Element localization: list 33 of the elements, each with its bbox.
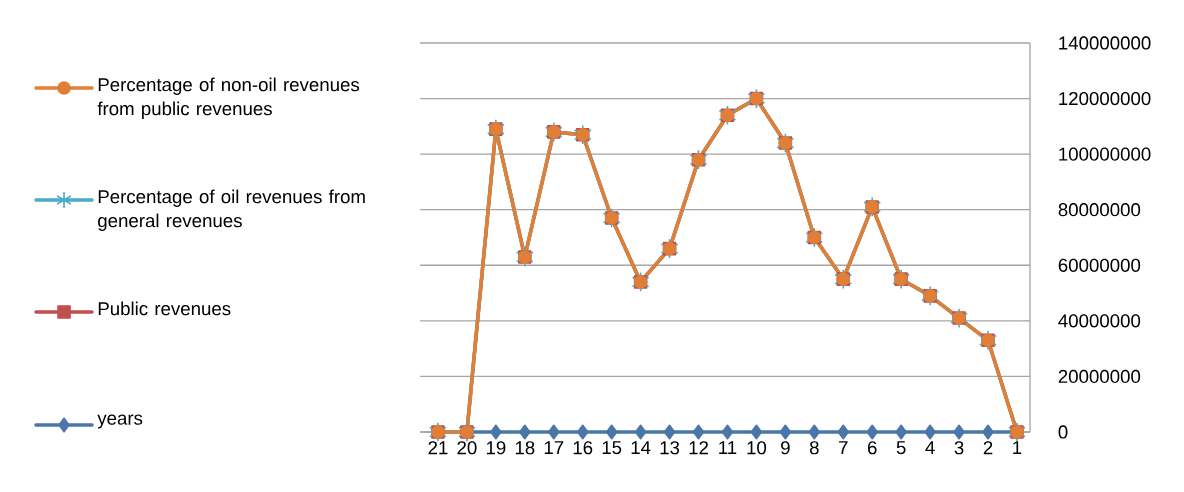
y-tick-label: 140000000 xyxy=(1059,36,1151,50)
legend-label: Public revenues xyxy=(98,301,231,316)
y-tick-label: 40000000 xyxy=(1058,314,1141,328)
x-tick-label: 3 xyxy=(954,441,964,455)
x-tick-label: 2 xyxy=(983,441,993,455)
x-tick-label: 10 xyxy=(747,441,767,455)
y-tick-label: 0 xyxy=(1058,425,1068,439)
x-tick-label: 9 xyxy=(781,441,790,455)
y-tick-label: 20000000 xyxy=(1058,369,1141,384)
x-tick-label: 16 xyxy=(573,441,593,455)
legend-label: Percentage of oil revenues from general revenues xyxy=(98,189,365,231)
x-tick-label: 13 xyxy=(660,441,680,455)
x-tick-label: 6 xyxy=(867,441,877,455)
x-tick-label: 4 xyxy=(925,441,935,454)
x-tick-label: 7 xyxy=(839,441,848,454)
x-tick-label: 1 xyxy=(1013,441,1022,454)
x-tick-label: 12 xyxy=(689,441,708,455)
y-tick-label: 100000000 xyxy=(1059,147,1151,161)
legend-label: Percentage of non-oil revenues from public revenues xyxy=(97,77,360,119)
x-tick-label: 8 xyxy=(809,441,819,455)
legend-label: years xyxy=(97,414,143,429)
y-tick-label: 80000000 xyxy=(1058,203,1141,217)
x-tick-label: 18 xyxy=(515,441,535,455)
y-tick-label: 120000000 xyxy=(1059,91,1151,106)
x-tick-label: 20 xyxy=(457,441,477,455)
y-tick-label: 60000000 xyxy=(1058,258,1141,272)
x-tick-label: 15 xyxy=(602,441,622,455)
x-tick-label: 5 xyxy=(896,441,906,455)
x-tick-label: 21 xyxy=(428,441,448,455)
x-tick-label: 19 xyxy=(486,441,506,455)
x-tick-label: 17 xyxy=(544,441,564,454)
x-tick-label: 11 xyxy=(719,441,737,454)
x-tick-label: 14 xyxy=(631,441,651,454)
